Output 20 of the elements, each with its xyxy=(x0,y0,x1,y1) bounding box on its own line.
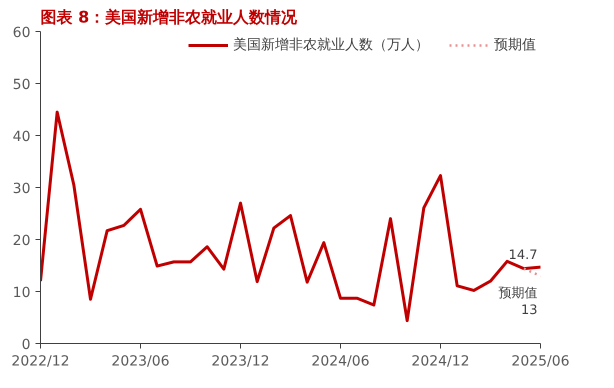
legend-label: 美国新增非农就业人数（万人） xyxy=(233,36,429,54)
line-series xyxy=(40,110,540,322)
y-tick-label: 50 xyxy=(12,77,31,93)
chart-title: 图表 8：美国新增非农就业人数情况 xyxy=(40,8,298,26)
y-tick-label: 60 xyxy=(12,25,31,41)
x-tick-label: 2024/12 xyxy=(411,354,470,370)
data-label: 13 xyxy=(520,302,538,318)
x-tick-label: 2022/12 xyxy=(11,354,70,370)
x-tick-label: 2025/06 xyxy=(511,354,570,370)
y-tick-label: 40 xyxy=(12,129,31,145)
data-label: 14.7 xyxy=(508,248,538,264)
x-tick-label: 2024/06 xyxy=(311,354,370,370)
legend-label: 预期值 xyxy=(494,36,536,54)
y-tick-label: 20 xyxy=(12,233,31,249)
y-tick-label: 10 xyxy=(12,285,31,301)
x-tick-label: 2023/06 xyxy=(111,354,170,370)
x-tick-label: 2023/12 xyxy=(211,354,270,370)
y-tick-label: 0 xyxy=(22,337,31,353)
annotation: 预期值 xyxy=(498,286,538,301)
y-tick-label: 30 xyxy=(12,181,31,197)
